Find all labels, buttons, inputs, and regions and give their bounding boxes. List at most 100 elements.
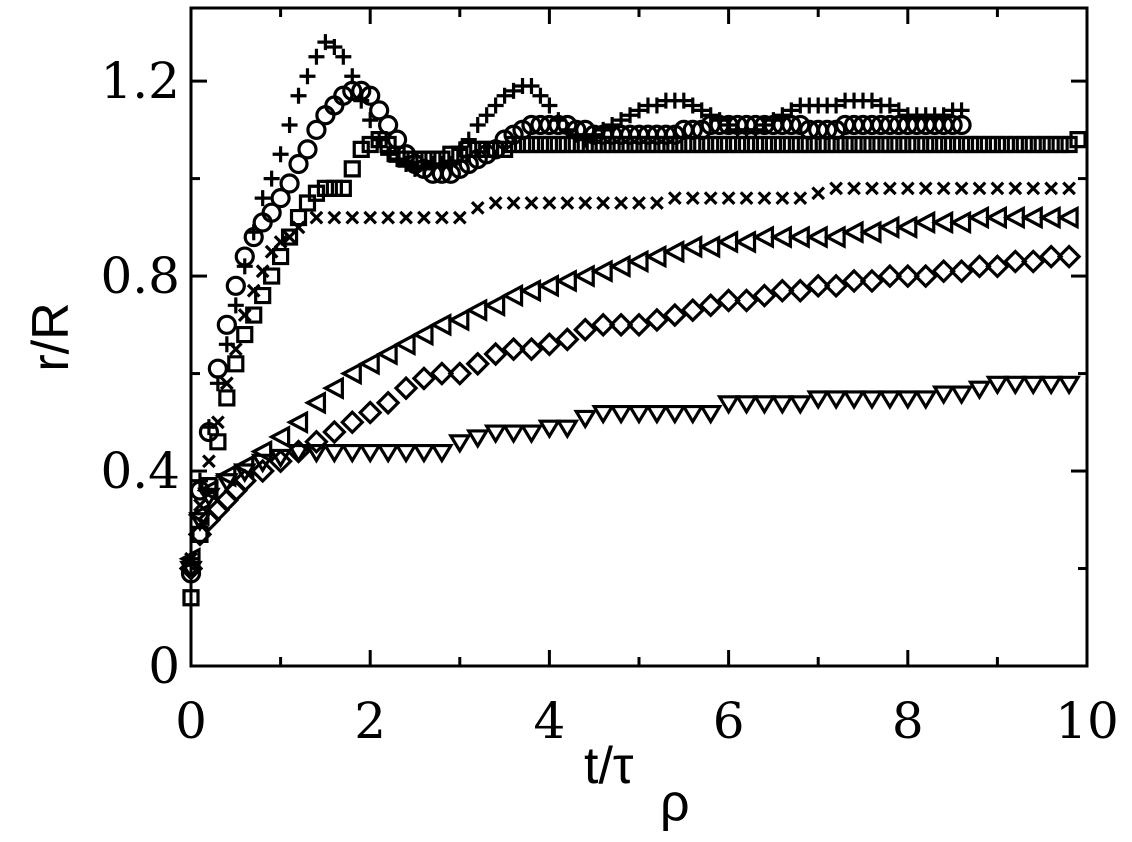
data-point-triangle-down bbox=[788, 395, 813, 415]
data-point-cross bbox=[246, 283, 261, 298]
data-point-plus bbox=[469, 116, 486, 133]
data-point-square bbox=[988, 135, 1006, 154]
x-tick-label: 0 bbox=[175, 692, 207, 750]
data-point-triangle-down bbox=[931, 385, 956, 406]
data-point-square bbox=[773, 135, 791, 154]
data-point-triangle-down bbox=[197, 487, 221, 508]
data-point-square bbox=[952, 135, 971, 154]
data-point-triangle-left bbox=[339, 361, 362, 386]
data-point-triangle-left bbox=[536, 274, 559, 298]
data-point-plus bbox=[675, 92, 692, 109]
data-point-diamond bbox=[734, 288, 759, 313]
data-point-diamond bbox=[913, 263, 938, 289]
series-circle bbox=[180, 80, 972, 584]
data-point-plus bbox=[693, 102, 710, 119]
data-point-plus bbox=[371, 131, 388, 148]
data-point-circle bbox=[288, 153, 309, 175]
data-point-cross bbox=[309, 210, 324, 225]
data-point-diamond bbox=[340, 410, 365, 435]
data-point-triangle-left bbox=[304, 391, 327, 415]
data-point-square bbox=[728, 135, 747, 154]
data-point-plus bbox=[631, 102, 647, 119]
data-point-square bbox=[316, 179, 334, 197]
series-plus bbox=[183, 34, 970, 567]
data-point-cross bbox=[506, 196, 521, 210]
data-point-diamond bbox=[698, 293, 723, 318]
data-point-cross bbox=[381, 210, 396, 225]
data-point-diamond bbox=[752, 283, 777, 308]
data-point-square bbox=[944, 135, 962, 154]
data-point-diamond bbox=[465, 351, 490, 377]
data-point-triangle-left bbox=[841, 220, 864, 244]
series-triangle-left bbox=[178, 205, 1079, 571]
data-point-cross bbox=[865, 181, 879, 196]
data-point-diamond bbox=[322, 419, 347, 445]
data-point-square bbox=[908, 135, 926, 154]
data-point-square bbox=[872, 135, 890, 154]
data-point-plus bbox=[317, 34, 334, 51]
data-point-circle bbox=[261, 202, 282, 223]
data-point-square bbox=[782, 135, 800, 154]
data-point-cross bbox=[560, 196, 575, 210]
data-point-cross bbox=[273, 235, 288, 249]
data-point-triangle-left bbox=[268, 425, 291, 449]
y-axis-label: r/R bbox=[22, 302, 80, 371]
data-point-cross bbox=[1044, 181, 1059, 196]
data-point-cross bbox=[399, 210, 413, 225]
data-point-triangle-down bbox=[232, 463, 257, 484]
data-point-cross bbox=[524, 196, 539, 210]
data-point-triangle-down bbox=[609, 404, 633, 425]
data-point-square bbox=[979, 135, 998, 154]
data-point-triangle-left bbox=[411, 322, 434, 347]
data-point-triangle-down bbox=[286, 443, 311, 464]
data-point-diamond bbox=[429, 361, 455, 386]
data-point-triangle-down bbox=[913, 390, 938, 411]
data-point-triangle-left bbox=[554, 269, 577, 293]
data-point-diamond bbox=[949, 258, 974, 284]
data-point-triangle-down bbox=[895, 390, 920, 411]
data-point-cross bbox=[685, 191, 700, 205]
data-point-triangle-left bbox=[572, 264, 595, 288]
data-point-diamond bbox=[662, 302, 688, 328]
data-point-square bbox=[1024, 135, 1042, 154]
data-point-triangle-down bbox=[188, 512, 212, 532]
data-point-square bbox=[764, 135, 782, 154]
data-point-plus bbox=[227, 297, 244, 314]
data-point-diamond bbox=[859, 268, 885, 294]
data-point-square bbox=[307, 184, 326, 202]
data-point-square bbox=[863, 135, 881, 154]
data-point-square bbox=[254, 286, 272, 305]
data-point-diamond bbox=[608, 312, 634, 338]
data-point-diamond bbox=[841, 268, 867, 294]
y-tick-label: 0 bbox=[148, 637, 180, 695]
data-point-diamond bbox=[788, 278, 813, 303]
data-point-circle bbox=[342, 80, 363, 101]
data-point-cross bbox=[936, 181, 951, 196]
data-point-triangle-down bbox=[967, 380, 992, 401]
data-point-square bbox=[388, 145, 406, 163]
data-point-cross bbox=[417, 210, 431, 225]
data-point-square bbox=[836, 135, 854, 154]
series-cross bbox=[184, 181, 1076, 566]
data-point-triangle-down bbox=[340, 443, 365, 464]
data-point-triangle-down bbox=[716, 395, 741, 415]
data-point-plus bbox=[881, 97, 898, 114]
data-point-triangle-left bbox=[698, 235, 721, 259]
data-point-square bbox=[746, 135, 765, 154]
data-point-cross bbox=[667, 191, 682, 205]
data-point-triangle-left bbox=[286, 410, 309, 434]
data-point-square bbox=[558, 135, 576, 154]
data-point-diamond bbox=[393, 375, 419, 401]
data-point-square bbox=[227, 355, 245, 373]
data-point-triangle-left bbox=[447, 308, 470, 332]
data-point-triangle-down bbox=[501, 424, 526, 445]
data-point-triangle-down bbox=[322, 443, 347, 464]
data-point-triangle-down bbox=[860, 390, 884, 411]
data-point-diamond bbox=[411, 366, 437, 391]
data-point-plus bbox=[263, 170, 280, 187]
data-point-square bbox=[791, 135, 809, 154]
data-point-cross bbox=[596, 196, 611, 210]
data-point-triangle-left bbox=[984, 205, 1007, 230]
data-point-square bbox=[854, 135, 872, 154]
data-point-square bbox=[1051, 135, 1069, 154]
